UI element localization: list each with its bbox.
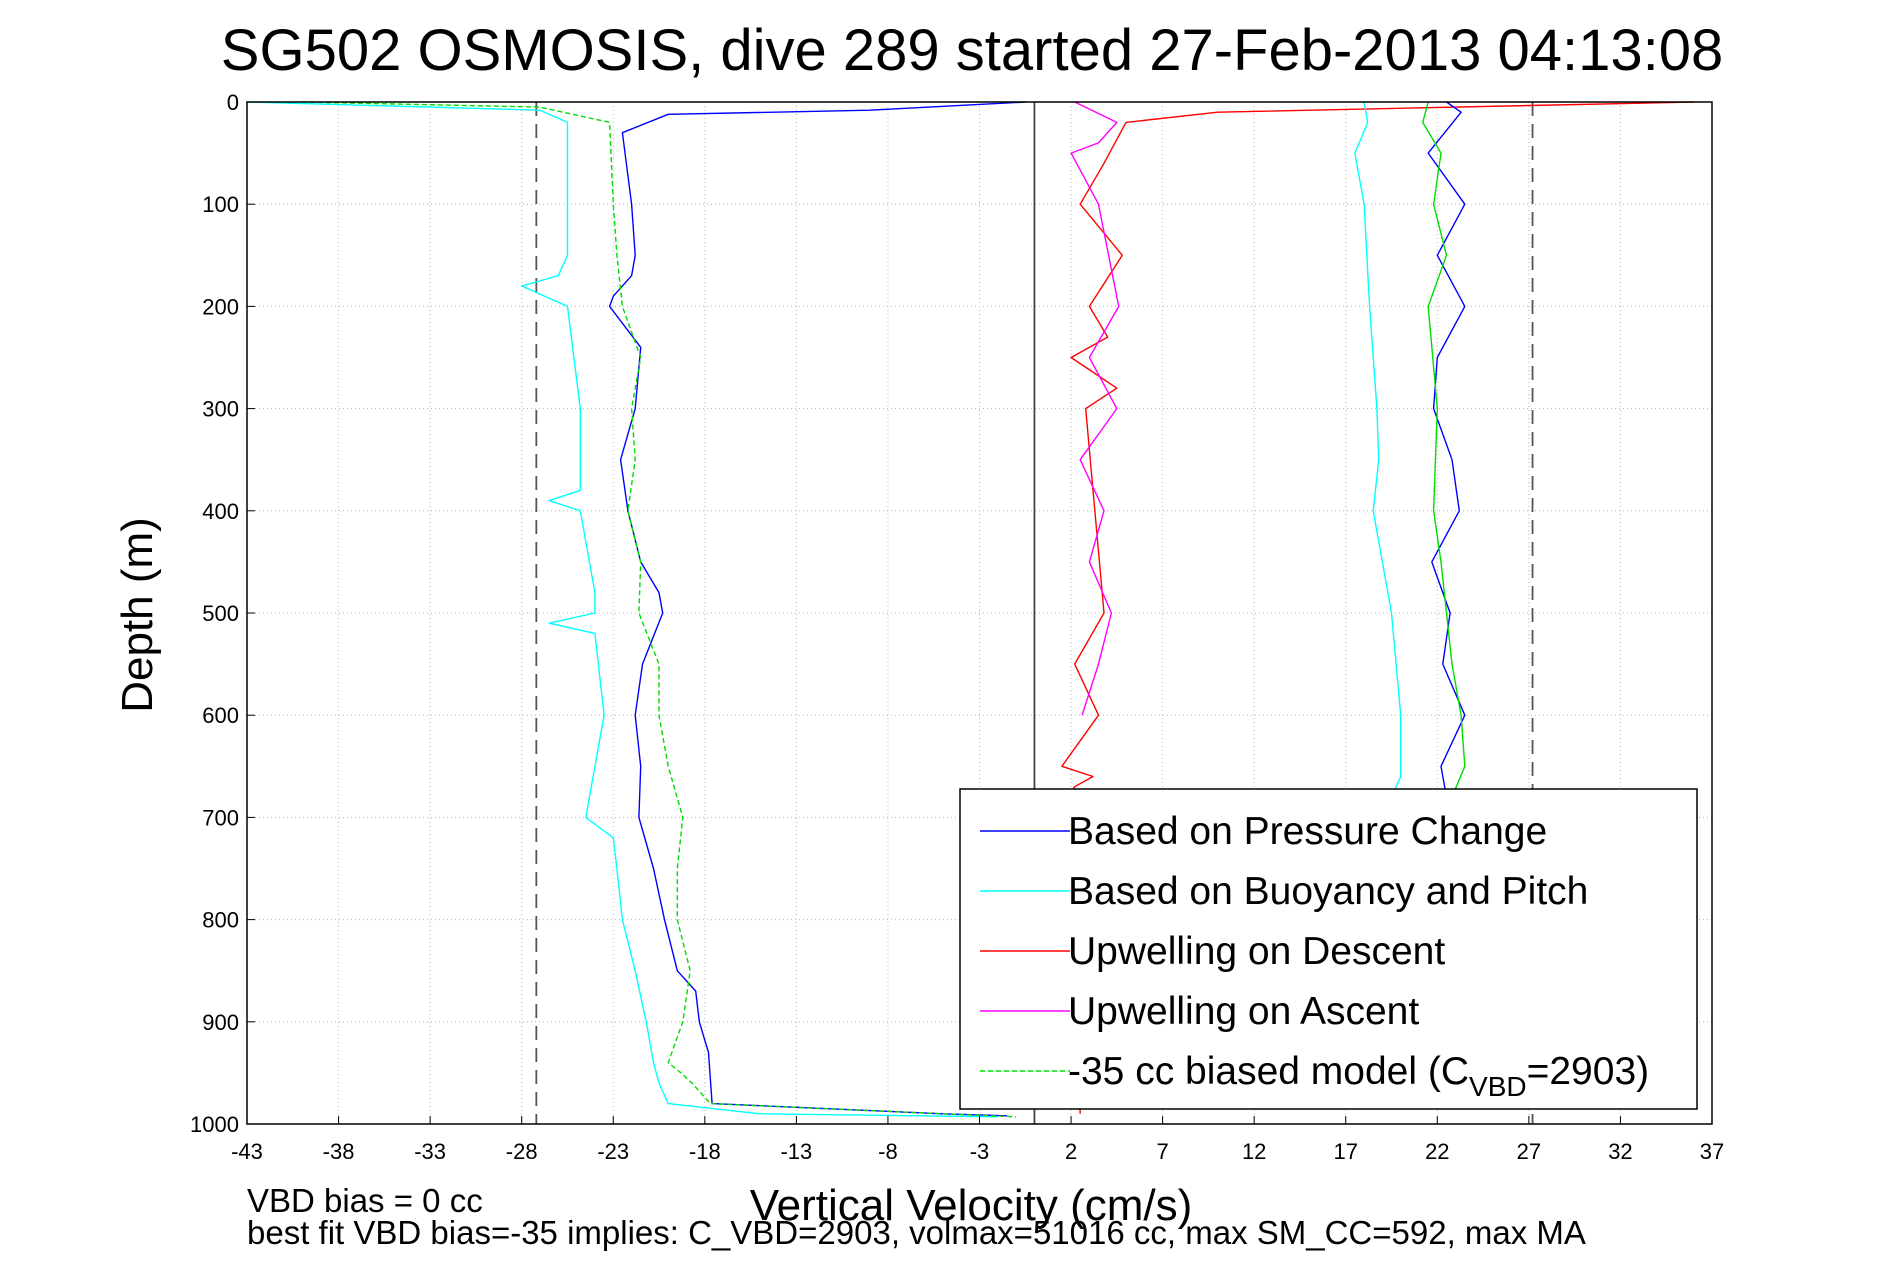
y-axis-ticks: 0 100 200 300 400 500 600 700 800 900 1000	[190, 90, 255, 1137]
x-tick-label: 2	[1065, 1139, 1077, 1164]
legend-label: Based on Buoyancy and Pitch	[1068, 870, 1588, 913]
series-line-8	[301, 101, 1017, 1118]
legend-label: Upwelling on Ascent	[1068, 990, 1419, 1033]
x-tick-label: -38	[323, 1139, 355, 1164]
y-tick-label: 800	[202, 908, 239, 933]
y-tick-label: 300	[202, 397, 239, 422]
x-tick-label: -28	[506, 1139, 538, 1164]
y-tick-label: 600	[202, 703, 239, 728]
legend-label: Upwelling on Descent	[1068, 930, 1445, 973]
footnote-best-fit: best fit VBD bias=-35 implies: C_VBD=290…	[247, 1214, 1586, 1251]
series-line-3	[1061, 101, 1694, 1114]
series-line-4	[1070, 101, 1120, 716]
x-tick-label: -33	[414, 1139, 446, 1164]
x-tick-label: 12	[1242, 1139, 1266, 1164]
x-tick-label: 27	[1517, 1139, 1541, 1164]
x-tick-label: 7	[1157, 1139, 1169, 1164]
series-group	[246, 101, 1694, 1118]
legend-label: Based on Pressure Change	[1068, 810, 1547, 853]
legend-label: -35 cc biased model (CVBD=2903)	[1068, 1050, 1649, 1102]
y-tick-label: 1000	[190, 1112, 239, 1137]
footnote-vbd-bias: VBD bias = 0 cc	[247, 1182, 483, 1219]
x-tick-label: 22	[1425, 1139, 1449, 1164]
x-tick-label: -23	[597, 1139, 629, 1164]
x-tick-label: 17	[1334, 1139, 1358, 1164]
chart-title: SG502 OSMOSIS, dive 289 started 27-Feb-2…	[221, 18, 1723, 83]
x-tick-label: 32	[1608, 1139, 1632, 1164]
y-tick-label: 700	[202, 805, 239, 830]
y-tick-label: 200	[202, 294, 239, 319]
series-line-5	[1427, 101, 1466, 798]
x-tick-label: -13	[780, 1139, 812, 1164]
series-line-6	[1354, 101, 1402, 798]
y-axis-label: Depth (m)	[113, 517, 162, 713]
x-tick-label: 37	[1700, 1139, 1724, 1164]
x-tick-label: -18	[689, 1139, 721, 1164]
x-axis-label: Vertical Velocity (cm/s)	[750, 1181, 1193, 1230]
x-tick-label: -3	[970, 1139, 990, 1164]
legend-box	[959, 788, 1698, 1110]
y-tick-label: 500	[202, 601, 239, 626]
y-tick-label: 400	[202, 499, 239, 524]
y-tick-label: 100	[202, 192, 239, 217]
y-tick-label: 0	[227, 90, 239, 115]
series-line-7	[1421, 101, 1466, 798]
x-tick-label: -8	[878, 1139, 898, 1164]
y-tick-label: 900	[202, 1010, 239, 1035]
x-tick-label: -43	[231, 1139, 263, 1164]
series-line-2	[246, 101, 998, 1118]
x-axis-ticks: -43 -38 -33 -28 -23 -18 -13 -8 -3 2 7 12 17 22 27 32 37	[231, 1116, 1724, 1164]
legend: Based on Pressure Change Based on Buoyanc…	[959, 788, 1698, 1110]
series-line-1	[608, 101, 1026, 1117]
